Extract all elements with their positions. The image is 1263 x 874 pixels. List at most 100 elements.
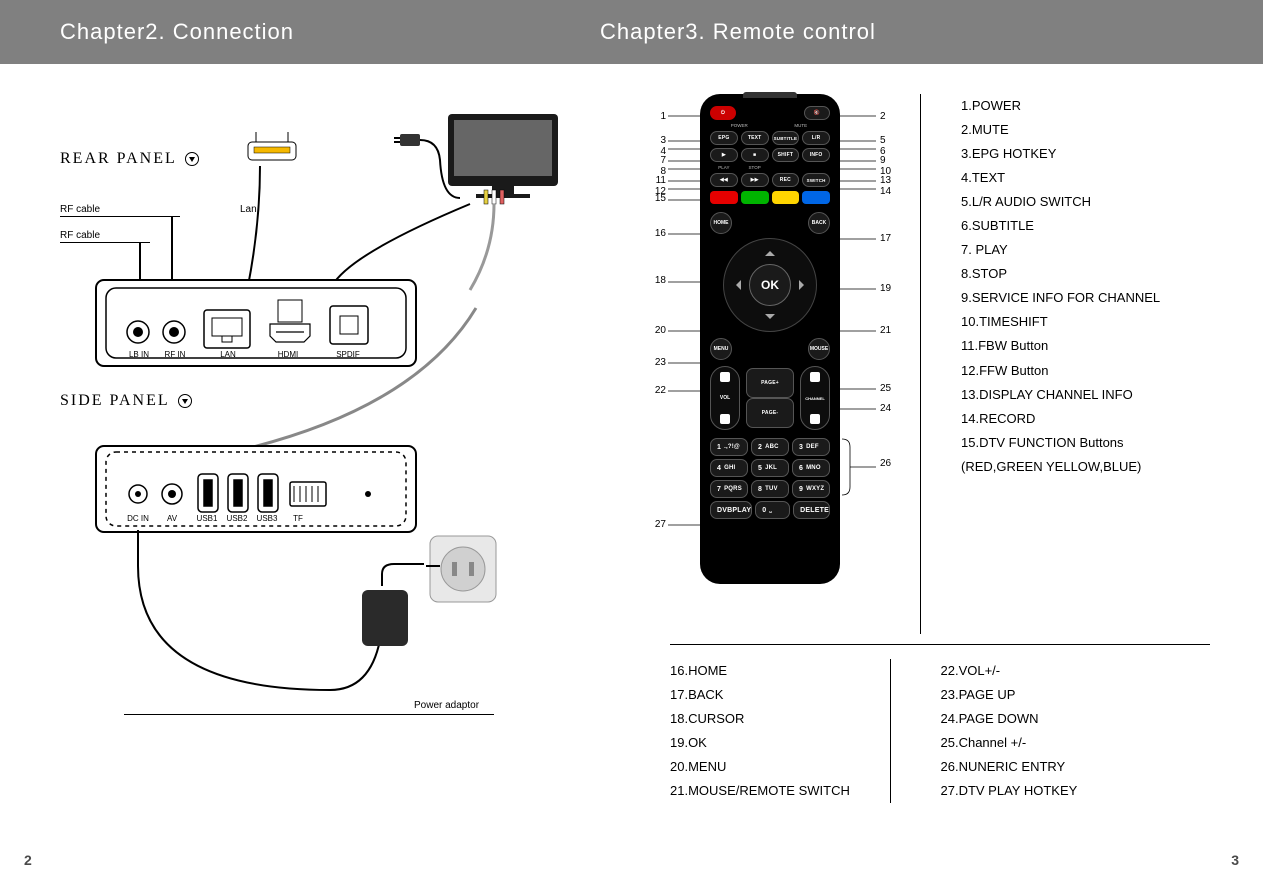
- ffw-button[interactable]: ▶▶: [741, 173, 769, 187]
- ir-window: [743, 92, 797, 98]
- color-buttons-row: [710, 191, 830, 204]
- legend-item: 23.PAGE UP: [941, 683, 1211, 707]
- connection-pane: REAR PANEL: [0, 64, 600, 844]
- fbw-button[interactable]: ◀◀: [710, 173, 738, 187]
- cursor-left[interactable]: [731, 280, 741, 290]
- dpad[interactable]: OK: [723, 238, 817, 332]
- plus-icon: [720, 372, 730, 382]
- legend-item: 11.FBW Button: [961, 334, 1243, 358]
- numpad-delete[interactable]: DELETE: [793, 501, 830, 519]
- port-hdmi: HDMI: [268, 350, 308, 359]
- mute-button[interactable]: 🔇: [804, 106, 830, 120]
- legend-item: 13.DISPLAY CHANNEL INFO: [961, 383, 1243, 407]
- legend-item: 1.POWER: [961, 94, 1243, 118]
- plus-icon: [810, 372, 820, 382]
- legend-item: 25.Channel +/-: [941, 731, 1211, 755]
- numpad-dvbplay[interactable]: DVBPLAY: [710, 501, 752, 519]
- home-button[interactable]: HOME: [710, 212, 732, 234]
- remote-figure: 13478111215161820232227 2569101314171921…: [640, 94, 920, 634]
- legend-item: 6.SUBTITLE: [961, 214, 1243, 238]
- text-button[interactable]: TEXT: [741, 131, 769, 145]
- cursor-down[interactable]: [765, 314, 775, 324]
- port-spdif: SPDIF: [326, 350, 370, 359]
- remote-body: ⏻ 🔇 POWERMUTE EPG TEXT SUBTITLE L/R ▶ ■: [700, 94, 840, 584]
- port-usb3: USB3: [252, 514, 282, 523]
- remote-row-2: ▶ ■ SHIFT INFO: [710, 148, 830, 162]
- ok-button[interactable]: OK: [749, 264, 791, 306]
- side-panel-box: [96, 446, 416, 542]
- legend-1-15: 1.POWER2.MUTE3.EPG HOTKEY4.TEXT5.L/R AUD…: [920, 94, 1243, 634]
- router-icon: [240, 128, 304, 168]
- cursor-up[interactable]: [765, 246, 775, 256]
- blue-button[interactable]: [802, 191, 830, 204]
- chapter3-title: Chapter3. Remote control: [600, 19, 876, 45]
- page-header: Chapter2. Connection Chapter3. Remote co…: [0, 0, 1263, 64]
- shift-button[interactable]: SHIFT: [772, 148, 800, 162]
- legend-item: 27.DTV PLAY HOTKEY: [941, 779, 1211, 803]
- channel-rocker[interactable]: CHANNEL: [800, 366, 830, 430]
- legend-16-27: 16.HOME17.BACK18.CURSOR19.OK20.MENU21.MO…: [670, 644, 1210, 803]
- rocker-row: VOL PAGE+ PAGE- CHANNEL: [710, 366, 830, 430]
- power-button[interactable]: ⏻: [710, 106, 736, 120]
- rear-panel-title: REAR PANEL: [60, 150, 199, 168]
- legend-item: 15.DTV FUNCTION Buttons: [961, 431, 1243, 455]
- chapter2-title: Chapter2. Connection: [60, 19, 600, 45]
- down-arrow-icon: [185, 152, 199, 166]
- numpad-8[interactable]: 8 TUV: [751, 480, 789, 498]
- info-button[interactable]: INFO: [802, 148, 830, 162]
- remote-row-1: EPG TEXT SUBTITLE L/R: [710, 131, 830, 145]
- rf-cable-label-1: RF cable: [60, 204, 100, 215]
- numpad-5[interactable]: 5 JKL: [751, 459, 789, 477]
- minus-icon: [720, 414, 730, 424]
- legend-item: (RED,GREEN YELLOW,BLUE): [961, 455, 1243, 479]
- numpad: 1 .,?!@2 ABC3 DEF 4 GHI5 JKL6 MNO 7 PQRS8 …: [710, 438, 830, 519]
- port-rf-in: RF IN: [160, 350, 190, 359]
- port-usb1: USB1: [192, 514, 222, 523]
- page-down-button[interactable]: PAGE-: [746, 398, 794, 428]
- legend-item: 10.TIMESHIFT: [961, 310, 1243, 334]
- port-lb-in: LB IN: [124, 350, 154, 359]
- page-up-button[interactable]: PAGE+: [746, 368, 794, 398]
- switch-button[interactable]: SWITCH: [802, 173, 830, 187]
- stop-button[interactable]: ■: [741, 148, 769, 162]
- connection-diagram: REAR PANEL: [60, 94, 580, 734]
- page-number-left: 2: [24, 852, 32, 868]
- port-av: AV: [160, 514, 184, 523]
- port-lan: LAN: [208, 350, 248, 359]
- subtitle-button[interactable]: SUBTITLE: [772, 131, 800, 145]
- numpad-2[interactable]: 2 ABC: [751, 438, 789, 456]
- page-number-right: 3: [1231, 852, 1239, 868]
- legend-item: 9.SERVICE INFO FOR CHANNEL: [961, 286, 1243, 310]
- port-tf: TF: [286, 514, 310, 523]
- rec-button[interactable]: REC: [772, 173, 800, 187]
- rf-cable-label-2: RF cable: [60, 230, 100, 241]
- legend-item: 26.NUNERIC ENTRY: [941, 755, 1211, 779]
- power-adapter-icon: [130, 530, 550, 730]
- remote-pane: 13478111215161820232227 2569101314171921…: [600, 64, 1263, 844]
- legend-item: 2.MUTE: [961, 118, 1243, 142]
- red-button[interactable]: [710, 191, 738, 204]
- page-body: REAR PANEL: [0, 64, 1263, 844]
- power-adaptor-label: Power adaptor: [414, 700, 479, 711]
- numpad-7[interactable]: 7 PQRS: [710, 480, 748, 498]
- yellow-button[interactable]: [772, 191, 800, 204]
- cursor-right[interactable]: [799, 280, 809, 290]
- back-button[interactable]: BACK: [808, 212, 830, 234]
- numpad-6[interactable]: 6 MNO: [792, 459, 830, 477]
- mouse-button[interactable]: MOUSE: [808, 338, 830, 360]
- green-button[interactable]: [741, 191, 769, 204]
- vol-rocker[interactable]: VOL: [710, 366, 740, 430]
- legend-item: 5.L/R AUDIO SWITCH: [961, 190, 1243, 214]
- numpad-3[interactable]: 3 DEF: [792, 438, 830, 456]
- menu-button[interactable]: MENU: [710, 338, 732, 360]
- play-button[interactable]: ▶: [710, 148, 738, 162]
- numpad-0[interactable]: 0 ⎵: [755, 501, 790, 519]
- numpad-9[interactable]: 9 WXYZ: [792, 480, 830, 498]
- legend-item: 4.TEXT: [961, 166, 1243, 190]
- lr-button[interactable]: L/R: [802, 131, 830, 145]
- epg-button[interactable]: EPG: [710, 131, 738, 145]
- numpad-1[interactable]: 1 .,?!@: [710, 438, 748, 456]
- minus-icon: [810, 414, 820, 424]
- numpad-4[interactable]: 4 GHI: [710, 459, 748, 477]
- remote-row-3: ◀◀ ▶▶ REC SWITCH: [710, 173, 830, 187]
